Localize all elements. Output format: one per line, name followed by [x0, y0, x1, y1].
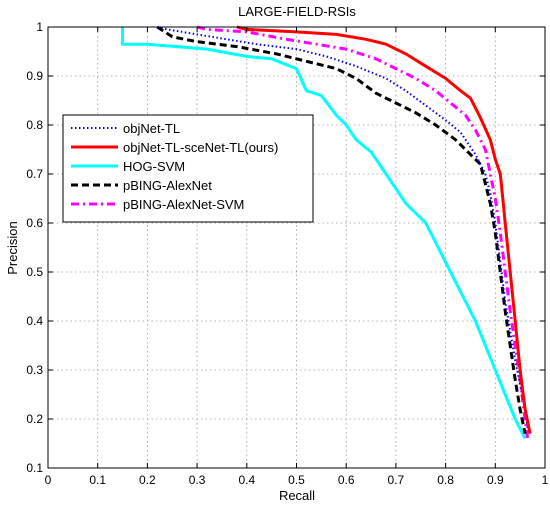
- legend-box: [62, 114, 314, 223]
- series-line-objnet-tl: [157, 26, 529, 429]
- legend-label: objNet-TL: [123, 121, 180, 136]
- chart-title: LARGE-FIELD-RSIs: [238, 4, 356, 19]
- y-tick-label: 0.4: [26, 314, 43, 328]
- grid: [48, 27, 545, 468]
- y-tick-label: 0.7: [26, 167, 43, 181]
- y-tick-label: 0.3: [26, 363, 43, 377]
- legend-label: pBING-AlexNet: [123, 178, 212, 193]
- x-tick-label: 0.6: [338, 473, 355, 487]
- series-line-pbing-alexnet: [156, 25, 527, 434]
- x-tick-label: 0.5: [288, 473, 305, 487]
- x-tick-label: 0.4: [238, 473, 255, 487]
- y-tick-label: 0.5: [26, 265, 43, 279]
- y-axis-label: Precision: [5, 221, 20, 274]
- x-tick-label: 0.9: [487, 473, 504, 487]
- x-tick-label: 0.2: [139, 473, 156, 487]
- legend-label: HOG-SVM: [123, 159, 185, 174]
- series-lines: [121, 25, 532, 440]
- y-tick-label: 0.6: [26, 216, 43, 230]
- y-tick-label: 0.8: [26, 118, 43, 132]
- x-axis-label: Recall: [279, 488, 315, 503]
- legend: objNet-TL objNet-TL-sceNet-TL(ours) HOG-SV…: [62, 114, 314, 223]
- series-line-hog-svm: [121, 27, 527, 440]
- x-tick-label: 0.1: [89, 473, 106, 487]
- y-tick-label: 0.9: [26, 69, 43, 83]
- x-tick-label: 0.8: [437, 473, 454, 487]
- y-tick-label: 1: [36, 20, 43, 34]
- series-line-objnet-tl-scenet-tl-ours: [236, 25, 532, 434]
- x-tick-label: 1: [542, 473, 549, 487]
- legend-label: objNet-TL-sceNet-TL(ours): [123, 140, 278, 155]
- legend-label: pBING-AlexNet-SVM: [123, 197, 244, 212]
- x-tick-label: 0.3: [189, 473, 206, 487]
- axis-ticks: 0 0.1 0.2 0.3 0.4 0.5 0.6 0.7 0.8 0.9 10.10.20.30.…: [26, 20, 548, 487]
- x-tick-label: 0.7: [388, 473, 405, 487]
- x-tick-label: 0: [45, 473, 52, 487]
- y-tick-label: 0.1: [26, 461, 43, 475]
- y-tick-label: 0.2: [26, 412, 43, 426]
- series-line-pbing-alexnet-svm: [196, 25, 530, 439]
